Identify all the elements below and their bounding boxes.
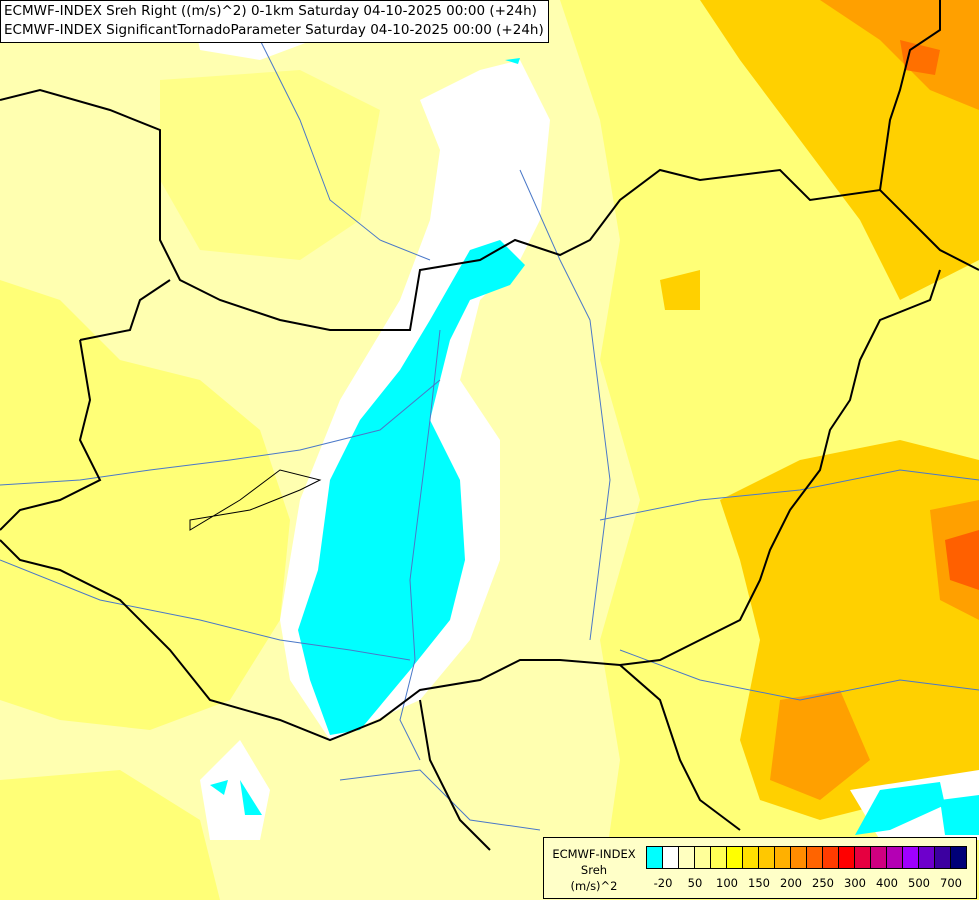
rivers <box>0 19 979 831</box>
legend-tick-label: -20 <box>653 876 673 890</box>
legend-swatch <box>887 847 903 868</box>
title-line-sreh: ECMWF-INDEX Sreh Right ((m/s)^2) 0-1km S… <box>4 3 537 19</box>
legend-swatch <box>711 847 727 868</box>
legend-model: ECMWF-INDEX <box>552 847 636 861</box>
legend-swatch <box>871 847 887 868</box>
legend-swatch <box>775 847 791 868</box>
legend-tick-label: 100 <box>716 876 738 890</box>
legend-swatch <box>951 847 966 868</box>
legend-tick-label: 250 <box>812 876 834 890</box>
title-line-stp: ECMWF-INDEX SignificantTornadoParameter … <box>4 22 544 38</box>
legend-swatch <box>903 847 919 868</box>
legend-swatch <box>935 847 951 868</box>
legend-swatch <box>919 847 935 868</box>
legend-parameter: Sreh <box>580 863 608 877</box>
legend-swatch <box>807 847 823 868</box>
legend-tick-label: 700 <box>940 876 962 890</box>
cyan-field <box>210 58 979 835</box>
legend-swatch <box>679 847 695 868</box>
legend-label: ECMWF-INDEX Sreh (m/s)^2 <box>544 846 644 894</box>
legend-swatch <box>663 847 679 868</box>
legend-swatch <box>855 847 871 868</box>
legend-swatch <box>759 847 775 868</box>
legend-swatch <box>647 847 663 868</box>
legend-unit: (m/s)^2 <box>570 879 618 893</box>
map-title: ECMWF-INDEX Sreh Right ((m/s)^2) 0-1km S… <box>0 0 549 43</box>
legend-swatch <box>727 847 743 868</box>
legend-tick-label: 200 <box>780 876 802 890</box>
legend-tick-label: 300 <box>844 876 866 890</box>
legend-swatch <box>823 847 839 868</box>
legend-swatch <box>791 847 807 868</box>
legend-tick-label: 50 <box>687 876 703 890</box>
legend-swatch <box>839 847 855 868</box>
legend-swatch <box>743 847 759 868</box>
legend-tick-label: 150 <box>748 876 770 890</box>
color-legend: ECMWF-INDEX Sreh (m/s)^2 -20 50 100 150 200 2… <box>543 837 977 899</box>
legend-tick-label: 500 <box>908 876 930 890</box>
legend-swatch <box>695 847 711 868</box>
legend-color-bar <box>646 846 967 869</box>
legend-tick-label: 400 <box>876 876 898 890</box>
